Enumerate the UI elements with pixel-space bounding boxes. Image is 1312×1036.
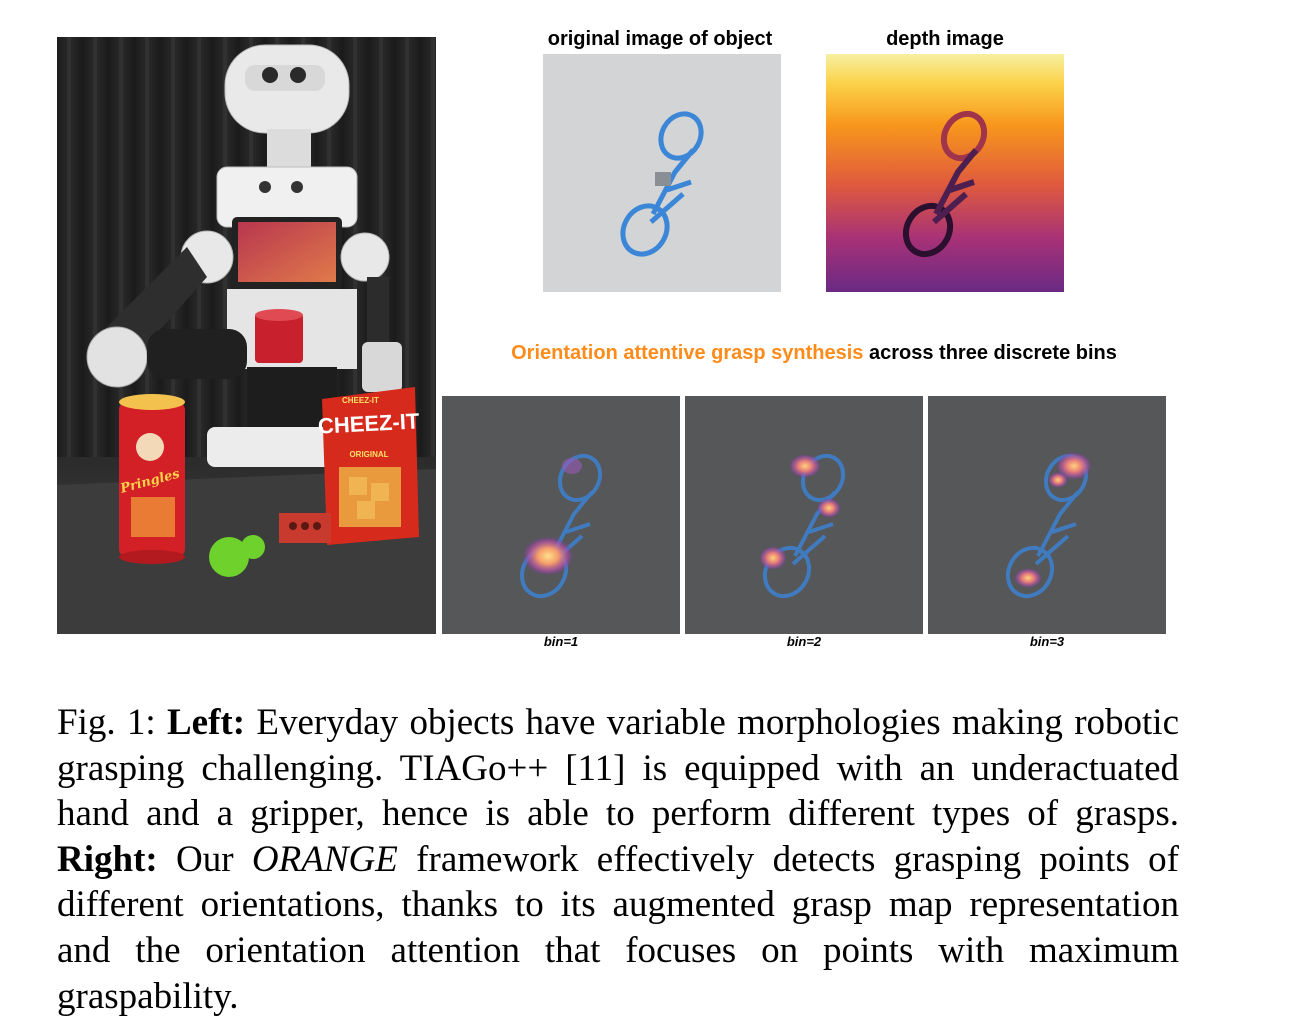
caption-framework-name: ORANGE bbox=[251, 838, 398, 880]
original-object-image bbox=[543, 54, 781, 292]
original-image-label: original image of object bbox=[547, 28, 773, 50]
caption-left-text: Everyday objects have variable morpholog… bbox=[57, 702, 1179, 835]
heading-rest: across three discrete bins bbox=[863, 342, 1117, 364]
cheezit-variant: ORIGINAL bbox=[349, 450, 388, 459]
bin-panel-2 bbox=[685, 396, 923, 634]
depth-image bbox=[826, 54, 1064, 292]
caption-left-label: Left: bbox=[167, 702, 246, 743]
caption-right-label: Right: bbox=[57, 838, 158, 880]
robot-photo: Pringles CHEEZ-IT CHEEZ-IT ORIGINAL bbox=[57, 37, 436, 634]
depth-image-label: depth image bbox=[886, 28, 1004, 50]
cheezit-brand: CHEEZ-IT bbox=[317, 408, 420, 438]
bin-panel-3 bbox=[928, 396, 1166, 634]
caption-right-text: framework effectively detects grasping p… bbox=[57, 838, 1179, 1017]
figure-caption: Fig. 1: Left: Everyday objects have vari… bbox=[57, 700, 1179, 1019]
heading-highlight: Orientation attentive grasp synthesis bbox=[511, 342, 864, 364]
caption-fig-label: Fig. 1: bbox=[57, 702, 167, 743]
caption-right-pre: Our bbox=[157, 838, 252, 880]
bin-label-1: bin=1 bbox=[543, 634, 579, 649]
bin-panel-1 bbox=[442, 396, 680, 634]
cheezit-small-brand: CHEEZ-IT bbox=[342, 396, 379, 405]
bin-label-2: bin=2 bbox=[786, 634, 822, 649]
bin-label-3: bin=3 bbox=[1029, 634, 1065, 649]
grasp-synthesis-heading: Orientation attentive grasp synthesis ac… bbox=[440, 342, 1188, 365]
bicycle-icon bbox=[620, 111, 704, 257]
